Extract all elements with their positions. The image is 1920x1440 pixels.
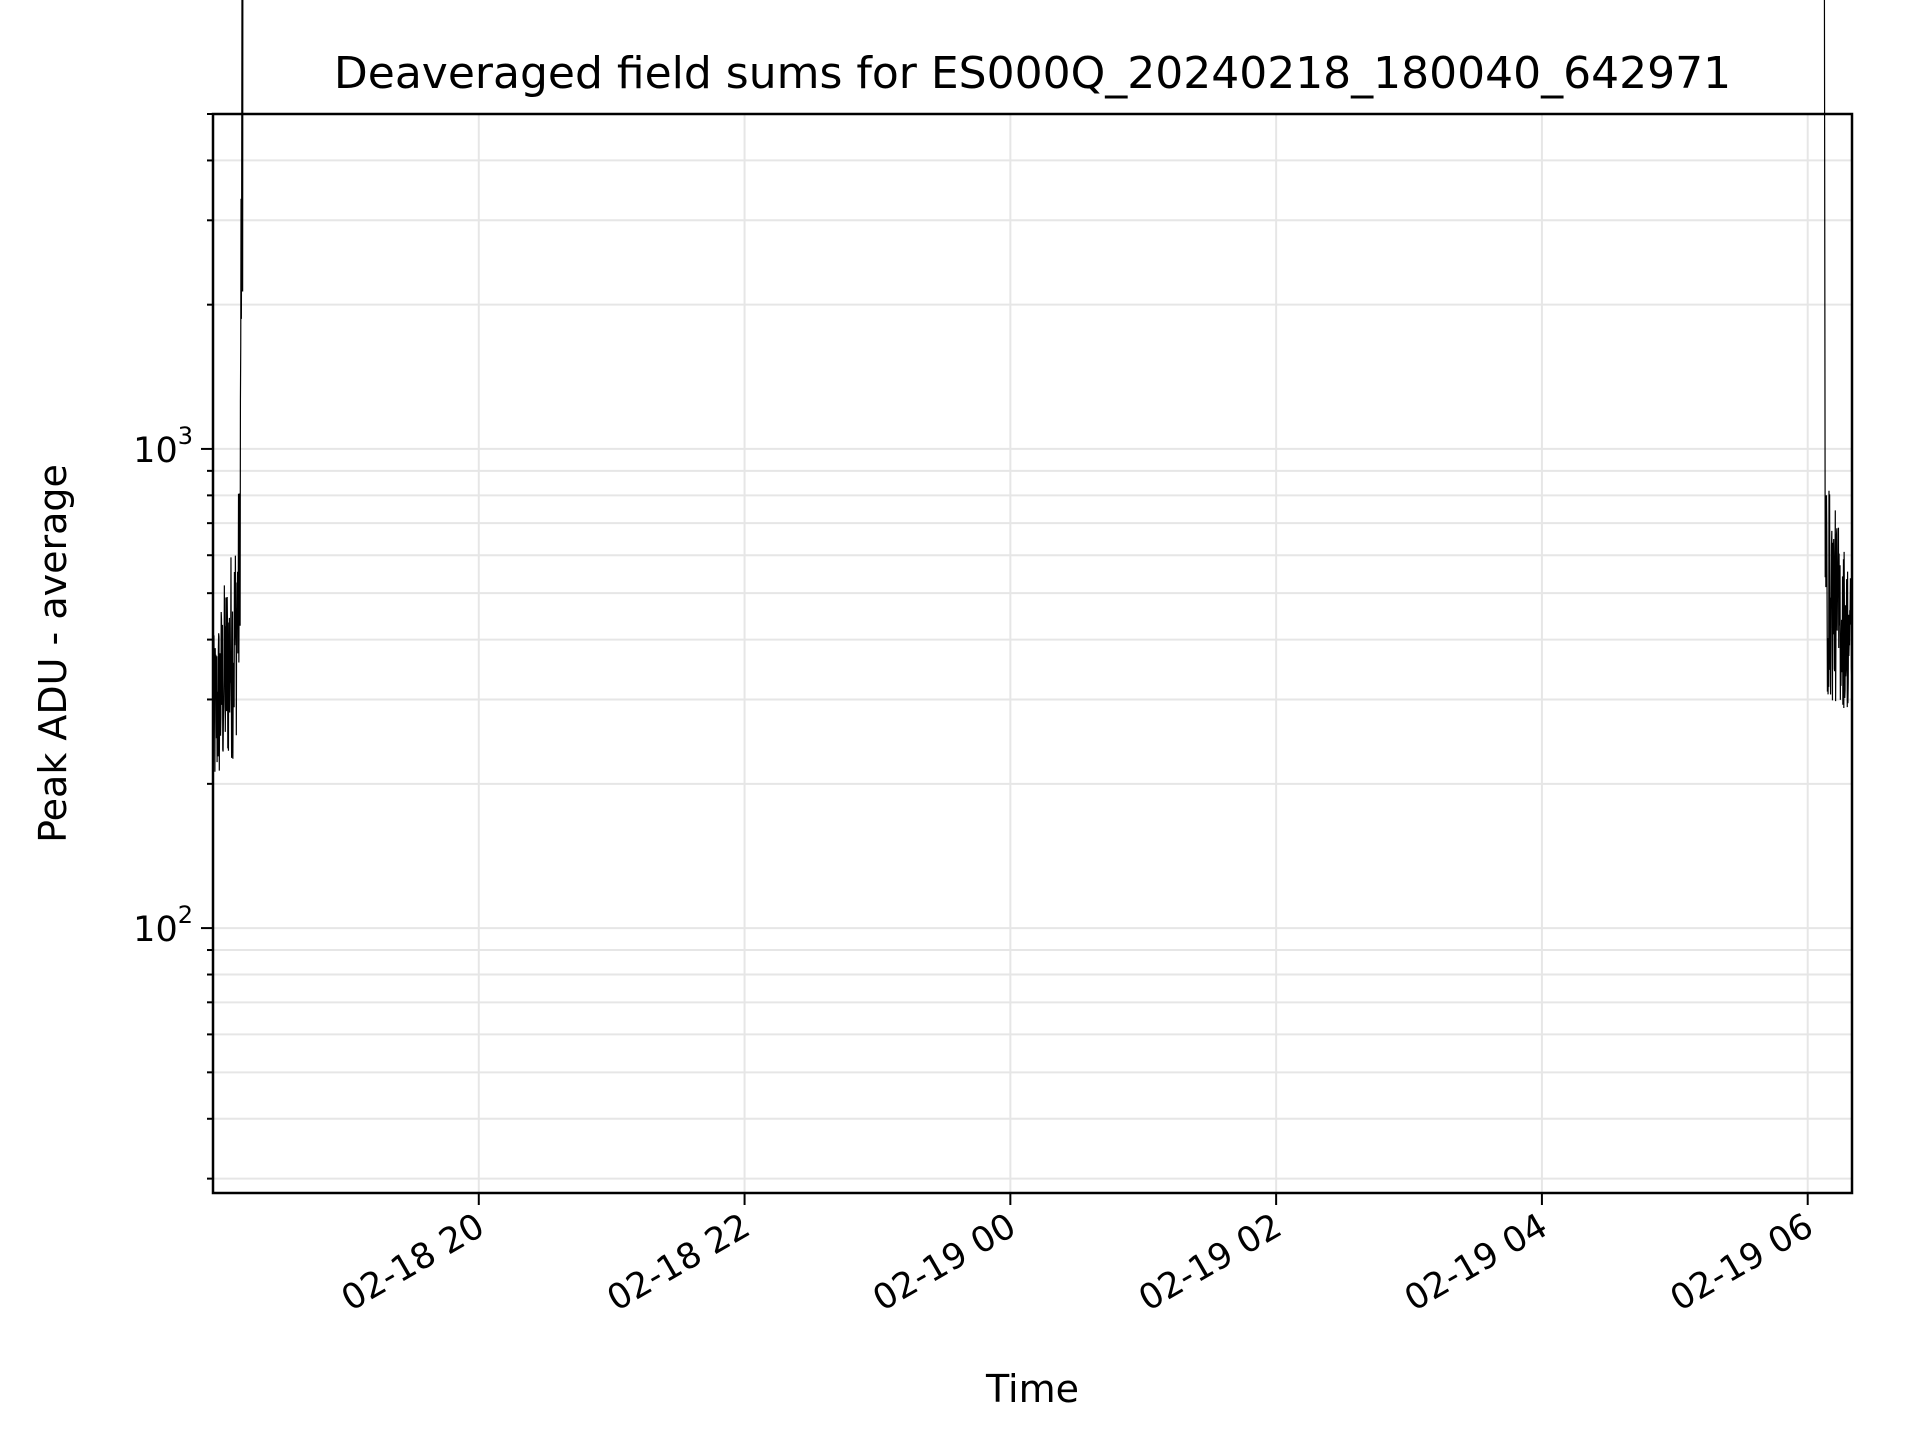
- y-tick-label: 103: [133, 422, 193, 471]
- y-axis-label: Peak ADU - average: [31, 464, 75, 843]
- grid: [213, 113, 1852, 1193]
- plot-frame: [211, 112, 1854, 1195]
- y-tick-label: 102: [133, 901, 193, 950]
- x-axis-label: Time: [985, 1367, 1079, 1411]
- chart-title: Deaveraged field sums for ES000Q_2024021…: [334, 48, 1731, 99]
